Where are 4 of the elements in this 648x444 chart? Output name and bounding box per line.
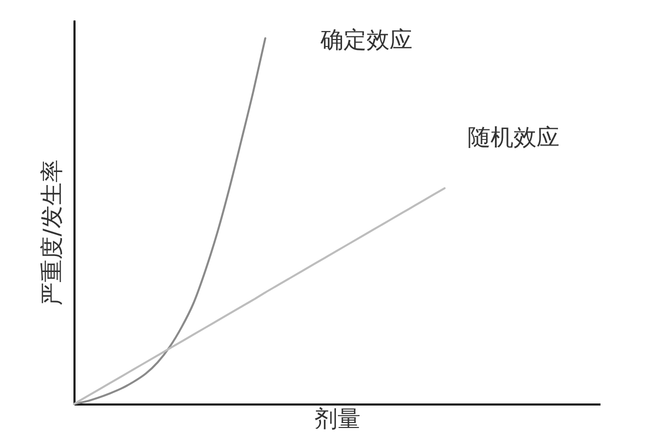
- text: 确定效应: [319, 27, 412, 54]
- series-label: 随机效应: [468, 125, 560, 152]
- y-axis-title: 严重度/发生率: [40, 160, 66, 306]
- x-axis-title: 剂量: [314, 406, 360, 432]
